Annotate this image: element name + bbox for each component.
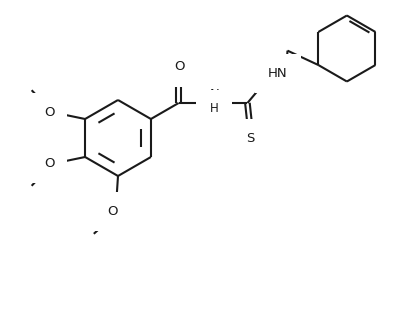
Text: O: O — [44, 157, 54, 170]
Text: S: S — [246, 133, 255, 146]
Text: O: O — [108, 205, 118, 218]
Text: H: H — [210, 101, 219, 114]
Text: O: O — [44, 106, 54, 119]
Text: N: N — [209, 89, 219, 101]
Text: O: O — [174, 60, 185, 73]
Text: HN: HN — [268, 67, 288, 80]
